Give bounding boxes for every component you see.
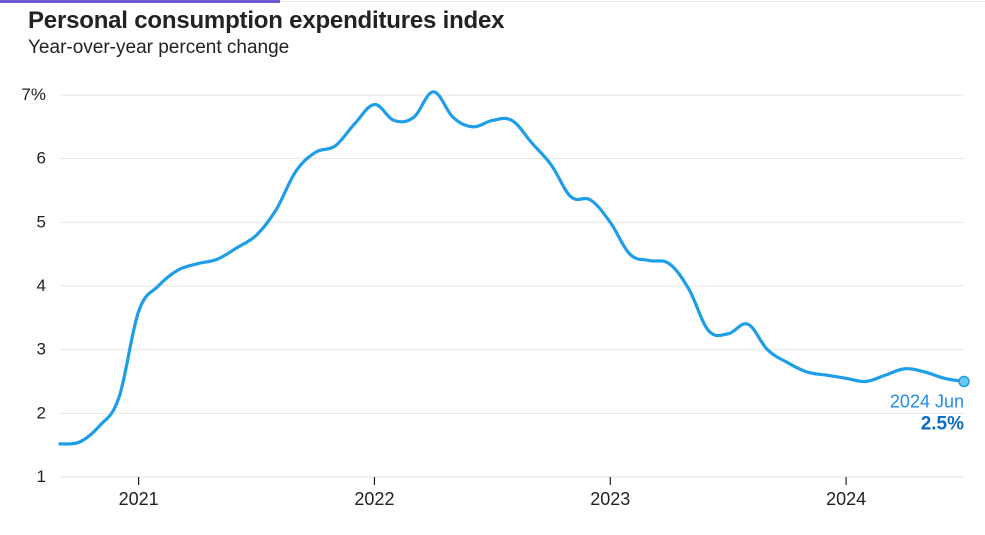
chart-title: Personal consumption expenditures index [28,7,985,35]
end-label-date: 2024 Jun [890,392,964,412]
line-chart: 1234567%20212022202320242024 Jun2.5% [14,77,974,517]
top-accent [0,0,280,3]
top-divider [280,1,985,2]
end-marker [959,377,969,387]
chart-container: 1234567%20212022202320242024 Jun2.5% [14,77,985,517]
top-accent-bar [0,0,985,3]
end-label-value: 2.5% [921,414,964,435]
chart-subtitle: Year-over-year percent change [28,37,985,59]
